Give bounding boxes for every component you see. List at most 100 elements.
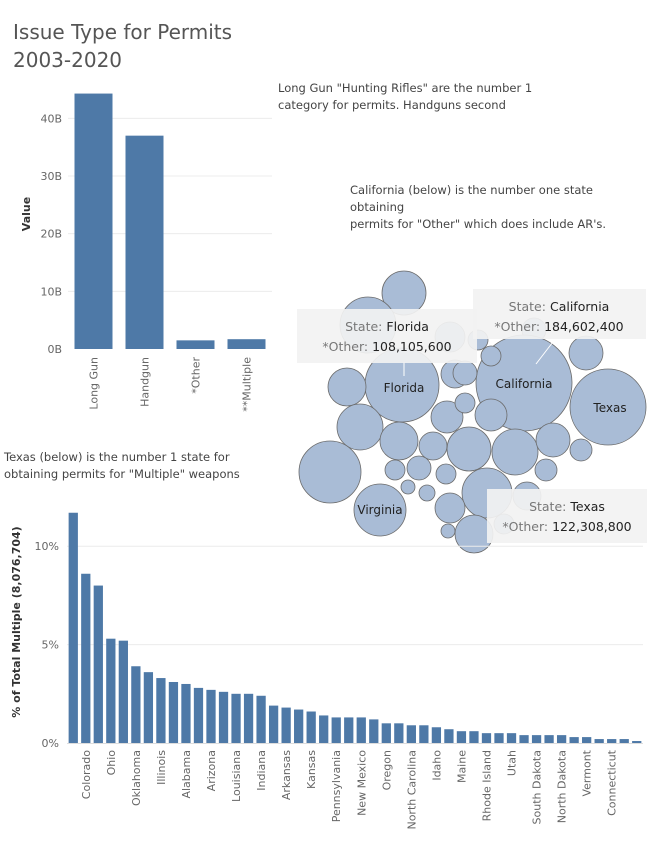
x-tick-label: Indiana — [255, 750, 268, 791]
y-tick-label: 0% — [42, 737, 59, 750]
state-bar — [106, 638, 116, 743]
state-bar — [456, 731, 467, 743]
y-axis-title: Value — [20, 197, 33, 231]
tooltip-box — [297, 309, 477, 363]
long-gun-note-line-2: category for permits. Handguns second — [278, 98, 506, 112]
tooltip-california: State: California *Other: 184,602,400 — [473, 289, 646, 339]
bar-other — [176, 340, 215, 349]
bubble-label-virginia: Virginia — [357, 503, 402, 517]
state-bar — [494, 733, 504, 743]
tooltip-value-line: *Other: 108,105,600 — [322, 339, 451, 354]
state-bar — [268, 705, 279, 743]
tooltip-value-key: *Other: — [502, 519, 548, 534]
y-tick-label: 0B — [47, 343, 62, 356]
x-tick-label: North Dakota — [556, 750, 569, 823]
bubble-label-florida: Florida — [384, 381, 425, 395]
tooltip-texas: State: Texas *Other: 122,308,800 — [487, 489, 647, 543]
state-bar — [569, 737, 579, 743]
state-bar — [331, 717, 341, 743]
state-bubble — [298, 440, 362, 504]
y-tick-label: 30B — [40, 170, 62, 183]
texas-note-line-2: obtaining permits for "Multiple" weapons — [4, 467, 240, 481]
state-bar — [594, 739, 604, 743]
tooltip-value-key: *Other: — [494, 319, 540, 334]
state-bubble — [353, 483, 407, 537]
state-bar — [556, 735, 567, 743]
state-bar — [406, 725, 416, 743]
tooltip-state-key: State: — [509, 299, 546, 314]
california-note-line-1: California (below) is the number one sta… — [350, 183, 593, 214]
tooltip-state-key: State: — [529, 499, 566, 514]
state-bar — [243, 693, 254, 743]
tooltip-value-line: *Other: 184,602,400 — [494, 319, 623, 334]
long-gun-note: Long Gun "Hunting Rifles" are the number… — [278, 80, 532, 114]
state-bar — [531, 735, 542, 743]
tooltip-box — [487, 489, 647, 543]
state-bar — [444, 729, 454, 743]
state-bar — [431, 727, 442, 743]
state-bar — [506, 733, 517, 743]
callout-line-california — [535, 337, 557, 365]
tooltip-value-key: *Other: — [322, 339, 368, 354]
x-tick-label: Illinois — [155, 750, 168, 785]
state-bar — [68, 512, 78, 743]
state-bar — [419, 725, 429, 743]
x-tick-label: Oklahoma — [130, 750, 143, 806]
x-tick-label: Alabama — [180, 750, 193, 799]
state-bubble — [474, 398, 508, 432]
tooltip-value: 122,308,800 — [552, 519, 632, 534]
tooltip-value: 184,602,400 — [544, 319, 624, 334]
state-bar — [607, 739, 617, 743]
texas-note-line-1: Texas (below) is the number 1 state for — [4, 450, 230, 464]
y-tick-label: 10B — [40, 285, 62, 298]
title-line-1: Issue Type for Permits — [13, 20, 233, 44]
state-bubble — [430, 400, 464, 434]
state-bubble — [535, 422, 571, 458]
x-tick-label: Ohio — [105, 750, 118, 776]
state-bubble — [534, 458, 558, 482]
state-bar — [181, 683, 191, 743]
tooltip-state-value: California — [550, 299, 609, 314]
x-tick-label: Long Gun — [88, 357, 101, 410]
state-bar — [319, 715, 329, 743]
state-bar — [469, 731, 479, 743]
state-bar — [168, 681, 179, 743]
state-bubble — [384, 459, 406, 481]
x-tick-label: Rhode Island — [480, 750, 493, 821]
state-bubble — [480, 345, 502, 367]
state-bar — [281, 707, 291, 743]
state-bar — [143, 672, 154, 743]
tooltip-state-key: State: — [345, 319, 382, 334]
x-tick-label: Idaho — [430, 750, 443, 781]
state-bar — [369, 719, 379, 743]
x-tick-label: South Dakota — [531, 750, 544, 824]
state-bar — [81, 573, 91, 743]
texas-note: Texas (below) is the number 1 state for … — [4, 449, 240, 483]
y-tick-label: 5% — [42, 639, 59, 652]
x-tick-label: North Carolina — [405, 750, 418, 830]
state-bar — [294, 709, 304, 743]
tooltip-value: 108,105,600 — [372, 339, 452, 354]
bubble-label-texas: Texas — [592, 401, 626, 415]
tooltip-state-value: Texas — [569, 499, 605, 514]
state-bar — [344, 717, 354, 743]
california-note: California (below) is the number one sta… — [350, 182, 650, 233]
title-line-2: 2003-2020 — [13, 48, 123, 72]
bar-longgun — [74, 93, 113, 349]
state-bubble — [569, 438, 593, 462]
state-bar — [193, 687, 204, 743]
x-tick-label: Arkansas — [280, 750, 293, 800]
x-tick-label: **Multiple — [241, 357, 254, 412]
x-tick-label: Handgun — [139, 357, 152, 407]
state-bubble — [400, 479, 416, 495]
bar-multiple — [227, 339, 266, 349]
state-bar — [256, 695, 266, 743]
california-note-line-2: permits for "Other" which does include A… — [350, 217, 607, 231]
state-bubble — [569, 368, 647, 446]
state-bar — [619, 739, 629, 743]
state-bubble — [434, 492, 466, 524]
tooltip-state-line: State: Florida — [345, 319, 429, 334]
x-tick-label: Pennsylvania — [330, 750, 343, 822]
